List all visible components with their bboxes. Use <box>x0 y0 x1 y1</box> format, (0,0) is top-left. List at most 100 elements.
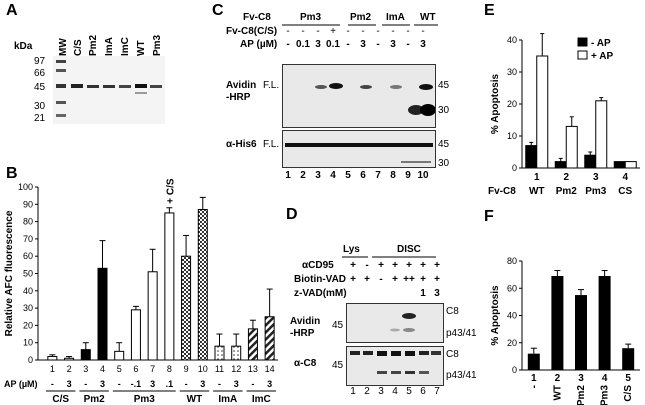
e-ytick-label-10: 10 <box>507 131 517 141</box>
c-lane-number-6: 6 <box>360 170 366 181</box>
c-fvc8cs-value-6: - <box>361 26 365 37</box>
lane-pm3: Pm3 <box>152 34 163 56</box>
b-lane-number-1: 1 <box>50 364 55 374</box>
e-legend-swatch-2 <box>577 50 588 60</box>
b-lane-number-3: 3 <box>83 364 88 374</box>
e-bar-1-2 <box>536 55 549 169</box>
b-ap-value-12: 3 <box>234 379 239 389</box>
c-fvc8cs-value-4: + <box>330 26 336 37</box>
d-underlines <box>342 256 436 258</box>
c-fvc8-header: Fv-C8 <box>243 12 271 23</box>
d-zvad-value-6: 1 <box>420 288 426 299</box>
b-ap-value-8: .1 <box>166 379 174 389</box>
e-ytick-label-0: 0 <box>512 163 517 173</box>
e-bar-2-2 <box>565 125 578 169</box>
c-ap-value-5: - <box>346 39 350 50</box>
f-ytick-label-80: 80 <box>507 256 517 266</box>
gel-a <box>53 56 165 124</box>
f-cat-1: - <box>529 385 540 388</box>
e-cat-1: WT <box>529 186 545 197</box>
c-ap-header: AP (µM) <box>240 39 278 50</box>
d-mw-45-1: 45 <box>332 320 344 331</box>
panel-label-b: B <box>6 165 18 182</box>
c-fl-label-1: F.L. <box>263 80 280 91</box>
lane-wt: WT <box>136 40 147 56</box>
d-mw-45-2: 45 <box>332 360 344 371</box>
d-zvad-value-7: 3 <box>434 288 440 299</box>
f-cat-number-4: 4 <box>602 373 608 384</box>
b-bar-10 <box>197 208 208 361</box>
b-bar-9 <box>181 255 192 361</box>
c-mw-30-2: 30 <box>438 158 450 169</box>
b-lane-number-12: 12 <box>231 364 241 374</box>
f-ytick-label-0: 0 <box>512 365 517 375</box>
c-his-label: α-His6 <box>226 139 257 150</box>
b-ytick-label-60: 60 <box>23 251 33 261</box>
b-ytick-label-30: 30 <box>23 303 33 313</box>
f-cat-number-1: 1 <box>531 373 537 384</box>
b-bar-5 <box>114 350 125 361</box>
b-ytick-label-40: 40 <box>23 286 33 296</box>
c-fvc8cs-value-5: - <box>346 26 350 37</box>
e-bar-3-1 <box>584 154 597 169</box>
f-cat-number-2: 2 <box>555 373 561 384</box>
b-ap-value-13: - <box>251 379 254 389</box>
e-ytick-label-30: 30 <box>507 67 517 77</box>
c-ap-value-9: - <box>406 39 410 50</box>
f-ytick-label-20: 20 <box>507 338 517 348</box>
b-ytick-label-90: 90 <box>23 199 33 209</box>
c-ap-value-1: - <box>286 39 290 50</box>
c-ap-value-6: 3 <box>360 39 366 50</box>
e-cat-2: Pm2 <box>556 186 578 197</box>
b-lane-number-10: 10 <box>198 364 208 374</box>
e-y-axis-label: % Apoptosis <box>490 73 501 134</box>
c-group-wt: WT <box>420 12 436 23</box>
b-ytick-label-10: 10 <box>23 338 33 348</box>
f-bar-3 <box>575 295 587 370</box>
c-lane-number-5: 5 <box>345 170 351 181</box>
d-lane-number-4: 4 <box>392 386 398 397</box>
b-ap-row-label: AP (µM) <box>4 379 38 389</box>
d-acd95-header: αCD95 <box>302 260 334 271</box>
marker-97: 97 <box>34 56 46 67</box>
e-bar-4-2 <box>624 161 637 169</box>
b-group-1: C/S <box>52 394 69 405</box>
c-group-ima: ImA <box>386 12 405 23</box>
b-ytick-label-70: 70 <box>23 234 33 244</box>
d-lane-number-2: 2 <box>364 386 370 397</box>
d-acd95-value-3: + <box>378 260 384 271</box>
c-fl-label-2: F.L. <box>263 139 280 150</box>
c-mw-45-1: 45 <box>438 80 450 91</box>
f-y-axis-label: % Apoptosis <box>490 285 501 346</box>
chart-b: 0 10 20 30 40 50 60 70 80 90 100 Relative AFC fluor… <box>4 178 278 405</box>
c-lane-number-9: 9 <box>405 170 411 181</box>
kda-label: kDa <box>14 41 33 52</box>
b-group-4: WT <box>187 394 203 405</box>
f-cat-4: Pm3 <box>600 385 611 405</box>
c-fvc8cs-value-9: - <box>406 26 410 37</box>
d-lane-number-3: 3 <box>378 386 384 397</box>
panel-label-d: D <box>286 206 298 223</box>
b-bar-11 <box>214 345 225 361</box>
b-lane-number-13: 13 <box>248 364 258 374</box>
d-biotin-value-6: + <box>420 274 426 285</box>
c-fvc8cs-value-2: - <box>301 26 305 37</box>
e-bar-3-2 <box>595 100 608 169</box>
b-lane-number-9: 9 <box>184 364 189 374</box>
b-ytick-label-20: 20 <box>23 320 33 330</box>
b-lane-number-4: 4 <box>100 364 105 374</box>
c-group-underlines <box>282 24 438 26</box>
c-lane-number-1: 1 <box>285 170 291 181</box>
b-ap-value-9: - <box>185 379 188 389</box>
c-fvc8cs-value-7: - <box>376 26 380 37</box>
b-ap-value-1: - <box>51 379 54 389</box>
d-biotin-value-4: + <box>392 274 398 285</box>
d-lys-label: Lys <box>343 244 360 255</box>
b-ap-value-5: - <box>118 379 121 389</box>
b-ytick-label-50: 50 <box>23 269 33 279</box>
e-bar-2-1 <box>554 161 567 169</box>
b-lane-number-8: 8 <box>167 364 172 374</box>
b-lane-number-11: 11 <box>215 364 224 374</box>
d-zvad-header: z-VAD(mM) <box>294 288 347 299</box>
b-ap-value-11: - <box>218 379 221 389</box>
